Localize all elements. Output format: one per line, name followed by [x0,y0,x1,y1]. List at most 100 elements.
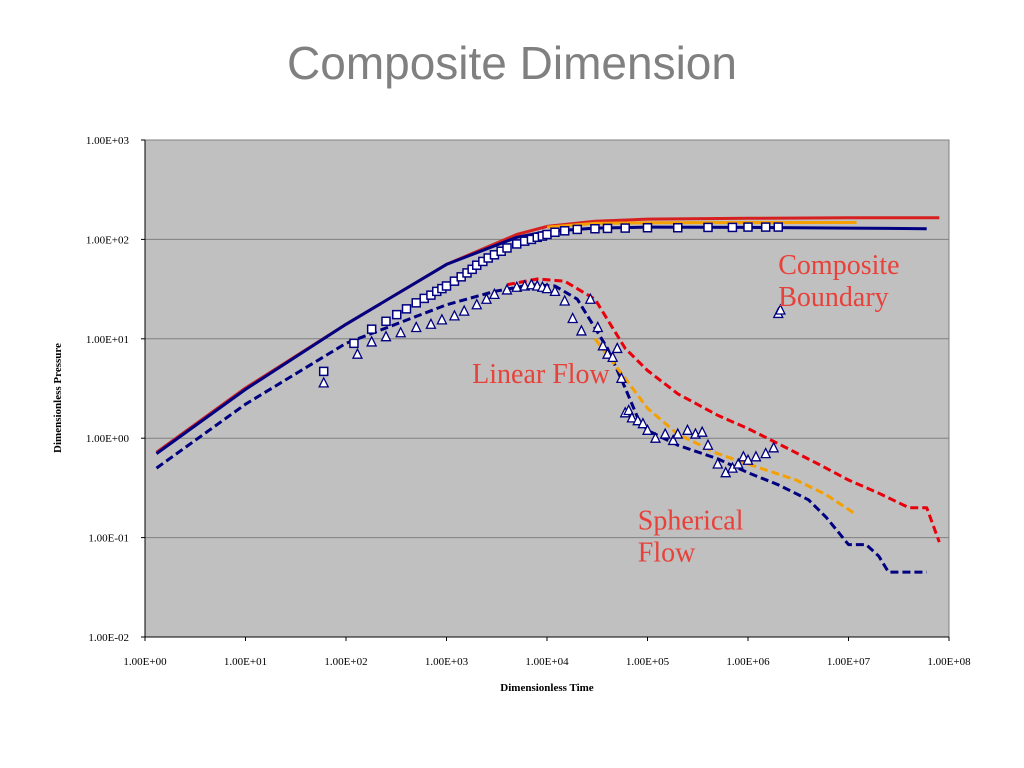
data-point-triangle [436,313,448,325]
data-point-square [559,226,570,236]
data-point-triangle [742,453,754,465]
y-tick-label: 1.00E+02 [86,234,129,246]
data-point-square [542,229,552,240]
data-point-square [602,223,613,234]
data-point-triangle [480,292,493,304]
data-point-triangle [488,287,501,300]
y-tick-label: 1.00E+01 [86,334,129,346]
data-point-triangle [448,309,461,321]
series-line-3 [155,283,927,574]
data-point-triangle [410,321,422,333]
data-point-square [550,227,560,238]
data-point-triangle [351,347,364,359]
data-point-square [441,281,452,291]
data-point-triangle [597,339,609,351]
data-point-square [620,223,630,233]
data-point-triangle [318,376,330,388]
data-point-triangle [471,298,483,310]
data-point-square [773,222,784,232]
data-point-triangle [601,347,614,359]
y-axis-title: Dimensionless Pressure [52,343,64,453]
x-tick-label: 1.00E+08 [927,656,971,668]
data-point-triangle [774,303,786,315]
data-point-triangle [501,283,513,295]
x-tick-label: 1.00E+03 [425,656,469,668]
data-point-triangle [541,282,553,294]
x-tick-label: 1.00E+01 [224,656,267,668]
data-point-square [760,222,771,232]
data-point-triangle [681,423,694,435]
data-point-triangle [637,417,649,429]
data-point-square [349,338,359,349]
data-point-triangle [592,321,604,333]
data-point-triangle [607,350,619,363]
data-point-square [366,324,377,334]
data-point-triangle [611,341,623,354]
data-point-triangle [366,335,378,347]
data-point-triangle [458,304,470,316]
data-point-triangle [584,292,596,304]
data-point-square [572,224,583,235]
data-point-triangle [750,450,762,462]
annotation-label-2: Flow [638,538,696,569]
data-point-triangle [623,404,635,416]
series-group [155,216,941,574]
y-tick-label: 1.00E+03 [86,135,130,147]
data-point-triangle [525,278,537,290]
data-point-triangle [549,284,561,297]
x-tick-label: 1.00E+02 [324,656,367,668]
data-point-triangle [559,294,571,306]
data-point-square [381,316,391,327]
data-point-square [401,304,412,314]
annotation-label-0: Composite [778,250,899,281]
data-point-triangle [425,317,437,329]
data-point-triangle [667,433,679,446]
data-point-square [673,222,683,233]
slide-title: Composite Dimension [287,37,737,89]
data-point-triangle [696,425,708,437]
annotation-label-0: Boundary [778,282,888,313]
y-tick-label: 1.00E-01 [88,533,129,545]
data-point-square [411,298,421,308]
data-point-triangle [632,414,644,426]
data-point-square [511,239,522,249]
data-point-square [392,309,402,320]
data-point-triangle [760,447,772,459]
data-point-triangle [575,324,587,336]
data-point-triangle [641,423,654,435]
series-line-1 [546,221,857,229]
x-tick-label: 1.00E+04 [525,656,569,668]
data-point-triangle [380,330,392,342]
data-point-square [743,222,753,232]
data-point-square [318,366,329,377]
data-point-triangle [732,457,744,469]
data-point-triangle [511,280,523,292]
x-axis-title: Dimensionless Time [500,682,594,694]
data-point-triangle [395,326,407,338]
y-tick-label: 1.00E+00 [86,433,130,445]
data-point-triangle [567,312,579,324]
data-point-square [727,222,738,233]
data-point-square [502,243,512,253]
data-point-triangle [659,427,671,439]
data-point-square [642,222,653,233]
data-point-triangle [672,427,684,439]
series-line-4 [506,277,941,543]
data-point-triangle [626,411,638,423]
data-point-square [590,223,600,234]
data-point-square [703,222,713,233]
x-tick-label: 1.00E+00 [123,656,167,668]
data-point-triangle [615,371,627,384]
axes: 1.00E+03 1.00E+02 1.00E+01 1.00E+00 1.00E-01… [86,135,971,668]
annotation-label-2: Spherical [638,506,744,537]
x-tick-label: 1.00E+05 [626,656,670,668]
annotation-label-1: Linear Flow [472,359,610,390]
data-point-triangle [768,441,780,453]
x-tick-label: 1.00E+06 [726,656,770,668]
data-point-triangle [702,438,714,450]
series-line-5 [593,337,858,516]
data-point-triangle [649,431,662,443]
x-tick-label: 1.00E+07 [827,656,871,668]
